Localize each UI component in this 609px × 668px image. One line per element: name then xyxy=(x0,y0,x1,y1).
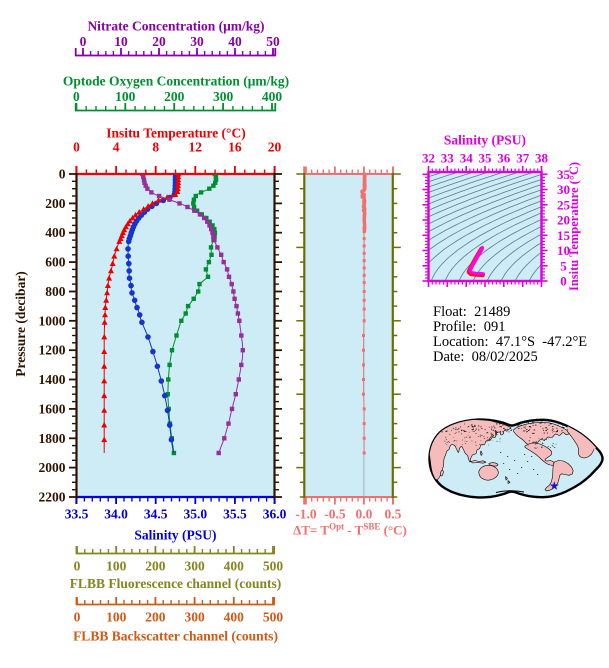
svg-text:Salinity (PSU): Salinity (PSU) xyxy=(444,133,526,148)
svg-text:32: 32 xyxy=(422,151,435,166)
svg-text:1200: 1200 xyxy=(39,343,66,358)
svg-text:FLBB Fluorescence channel (cou: FLBB Fluorescence channel (counts) xyxy=(70,576,282,591)
svg-text:20: 20 xyxy=(152,34,166,49)
svg-text:25: 25 xyxy=(557,197,571,212)
svg-text:34: 34 xyxy=(460,151,474,166)
svg-text:35: 35 xyxy=(557,167,571,182)
svg-text:16: 16 xyxy=(228,140,242,155)
svg-text:0: 0 xyxy=(560,274,567,289)
svg-text:36: 36 xyxy=(497,151,511,166)
svg-text:-1.0: -1.0 xyxy=(295,507,317,522)
svg-text:5: 5 xyxy=(560,258,567,273)
svg-text:36.0: 36.0 xyxy=(263,507,287,522)
svg-text:20: 20 xyxy=(268,140,282,155)
svg-text:Optode Oxygen Concentration (μ: Optode Oxygen Concentration (μm/kg) xyxy=(63,74,289,89)
svg-text:1800: 1800 xyxy=(39,431,66,446)
svg-text:1400: 1400 xyxy=(39,372,66,387)
svg-text:50: 50 xyxy=(266,34,280,49)
svg-text:12: 12 xyxy=(189,140,203,155)
svg-text:8: 8 xyxy=(152,140,159,155)
svg-text:38: 38 xyxy=(535,151,549,166)
svg-text:Profile: 091: Profile: 091 xyxy=(433,319,506,335)
svg-text:200: 200 xyxy=(45,196,66,211)
svg-text:200: 200 xyxy=(164,89,185,104)
svg-text:30: 30 xyxy=(557,182,570,197)
svg-text:0: 0 xyxy=(73,140,80,155)
svg-text:10: 10 xyxy=(557,243,570,258)
svg-text:100: 100 xyxy=(106,559,127,574)
svg-text:300: 300 xyxy=(184,559,205,574)
svg-text:500: 500 xyxy=(263,610,284,625)
svg-text:Location: 47.1°S -47.2°E: Location: 47.1°S -47.2°E xyxy=(433,334,587,350)
svg-text:Insitu Temperature (°C): Insitu Temperature (°C) xyxy=(106,126,245,141)
svg-text:200: 200 xyxy=(145,559,166,574)
svg-text:Date: 08/02/2025: Date: 08/02/2025 xyxy=(433,349,538,365)
svg-text:Float: 21489: Float: 21489 xyxy=(433,304,510,320)
svg-text:30: 30 xyxy=(190,34,204,49)
svg-text:0: 0 xyxy=(74,610,81,625)
svg-text:0: 0 xyxy=(74,559,81,574)
svg-text:20: 20 xyxy=(557,213,570,228)
svg-text:FLBB Backscatter channel (coun: FLBB Backscatter channel (counts) xyxy=(73,629,278,644)
svg-text:37: 37 xyxy=(516,151,530,166)
svg-text:Salinity (PSU): Salinity (PSU) xyxy=(134,528,216,543)
svg-text:40: 40 xyxy=(228,34,242,49)
svg-text:-0.5: -0.5 xyxy=(324,507,346,522)
svg-text:1600: 1600 xyxy=(39,401,66,416)
svg-text:600: 600 xyxy=(45,255,66,270)
svg-text:35.5: 35.5 xyxy=(223,507,247,522)
svg-text:100: 100 xyxy=(106,610,127,625)
svg-text:Nitrate Concentration (μm/kg): Nitrate Concentration (μm/kg) xyxy=(87,19,264,34)
svg-text:400: 400 xyxy=(224,610,245,625)
svg-text:400: 400 xyxy=(262,89,283,104)
svg-text:Insitu Temperature (°C): Insitu Temperature (°C) xyxy=(567,162,581,291)
svg-text:15: 15 xyxy=(557,228,571,243)
svg-text:1000: 1000 xyxy=(39,313,66,328)
svg-text:400: 400 xyxy=(224,559,245,574)
svg-text:0: 0 xyxy=(73,89,80,104)
svg-text:35: 35 xyxy=(479,151,493,166)
svg-text:2000: 2000 xyxy=(39,460,66,475)
svg-text:300: 300 xyxy=(213,89,234,104)
svg-text:0: 0 xyxy=(80,34,87,49)
svg-text:800: 800 xyxy=(45,284,66,299)
svg-text:10: 10 xyxy=(114,34,128,49)
svg-text:33: 33 xyxy=(441,151,455,166)
svg-text:34.5: 34.5 xyxy=(144,507,168,522)
svg-text:0.0: 0.0 xyxy=(355,507,372,522)
svg-text:34.0: 34.0 xyxy=(104,507,128,522)
svg-text:35.0: 35.0 xyxy=(183,507,207,522)
svg-text:400: 400 xyxy=(45,225,66,240)
svg-text:4: 4 xyxy=(113,140,120,155)
svg-text:0.5: 0.5 xyxy=(384,507,401,522)
svg-text:33.5: 33.5 xyxy=(65,507,89,522)
svg-text:200: 200 xyxy=(145,610,166,625)
svg-text:500: 500 xyxy=(263,559,284,574)
svg-text:ΔT= TOpt - TSBE (°C): ΔT= TOpt - TSBE (°C) xyxy=(293,522,407,538)
svg-text:100: 100 xyxy=(115,89,136,104)
svg-text:300: 300 xyxy=(184,610,205,625)
svg-text:Pressure (decibar): Pressure (decibar) xyxy=(13,271,28,377)
svg-text:2200: 2200 xyxy=(39,490,66,505)
svg-text:0: 0 xyxy=(59,167,66,182)
